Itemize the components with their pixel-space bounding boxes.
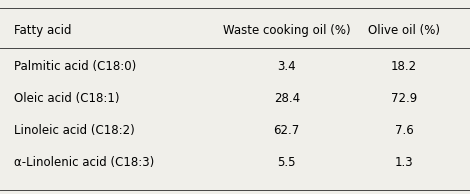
- Text: Palmitic acid (C18:0): Palmitic acid (C18:0): [14, 60, 136, 74]
- Text: 3.4: 3.4: [277, 60, 296, 74]
- Text: 28.4: 28.4: [274, 92, 300, 106]
- Text: Waste cooking oil (%): Waste cooking oil (%): [223, 23, 351, 37]
- Text: 72.9: 72.9: [391, 92, 417, 106]
- Text: 18.2: 18.2: [391, 60, 417, 74]
- Text: α-Linolenic acid (C18:3): α-Linolenic acid (C18:3): [14, 156, 154, 170]
- Text: 1.3: 1.3: [395, 156, 414, 170]
- Text: 5.5: 5.5: [277, 156, 296, 170]
- Text: Oleic acid (C18:1): Oleic acid (C18:1): [14, 92, 119, 106]
- Text: Linoleic acid (C18:2): Linoleic acid (C18:2): [14, 124, 135, 138]
- Text: Fatty acid: Fatty acid: [14, 23, 71, 37]
- Text: 62.7: 62.7: [274, 124, 300, 138]
- Text: 7.6: 7.6: [395, 124, 414, 138]
- Text: Olive oil (%): Olive oil (%): [368, 23, 440, 37]
